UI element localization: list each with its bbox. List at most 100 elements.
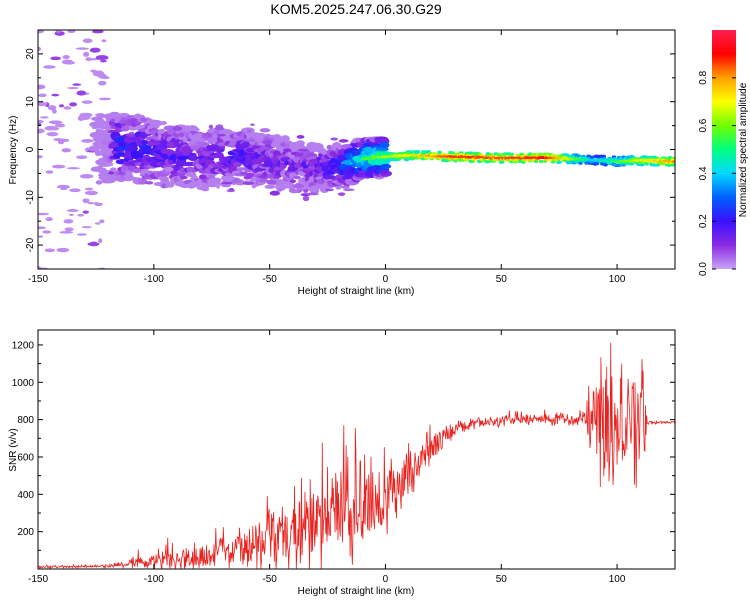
- noise-blob: [83, 52, 89, 57]
- noise-blob: [83, 211, 89, 214]
- noise-blob: [325, 188, 334, 191]
- noise-blob: [214, 126, 224, 130]
- noise-blob: [92, 30, 104, 33]
- noise-blob: [327, 181, 332, 184]
- noise-blob: [121, 127, 130, 132]
- noise-blob: [76, 90, 86, 95]
- spectral-blob: [229, 141, 236, 147]
- noise-blob: [144, 173, 148, 178]
- noise-blob: [231, 180, 242, 184]
- noise-blob: [96, 55, 109, 60]
- noise-blob: [81, 226, 91, 228]
- y-tick-label: 400: [17, 490, 34, 501]
- noise-blob: [345, 179, 350, 183]
- noise-blob: [225, 176, 234, 180]
- noise-blob: [145, 181, 153, 184]
- noise-blob: [203, 135, 208, 139]
- noise-blob: [94, 202, 99, 205]
- noise-blob: [100, 60, 107, 63]
- y-tick-label: 200: [17, 527, 34, 538]
- x-tick-label: -100: [144, 574, 164, 585]
- spectral-blob: [381, 170, 389, 174]
- colorbar-tick-label: 0.6: [698, 118, 709, 132]
- noise-blob: [132, 168, 142, 173]
- spectral-blob: [380, 164, 391, 169]
- x-tick-label: 100: [609, 274, 626, 285]
- noise-blob: [36, 102, 48, 106]
- spectral-blob: [182, 149, 193, 153]
- noise-blob: [140, 117, 148, 122]
- noise-blob: [197, 138, 202, 141]
- noise-blob: [78, 116, 84, 121]
- noise-blob: [297, 135, 305, 139]
- noise-blob: [341, 186, 350, 189]
- y-tick-label: 1000: [12, 378, 35, 389]
- noise-blob: [110, 119, 115, 122]
- noise-blob: [93, 73, 103, 76]
- noise-blob: [50, 57, 61, 61]
- x-tick-label: 50: [496, 574, 508, 585]
- x-tick-label: -150: [28, 574, 48, 585]
- noise-blob: [76, 47, 89, 50]
- noise-blob: [98, 238, 102, 243]
- noise-blob: [248, 139, 256, 142]
- y-tick-label: 20: [25, 48, 36, 60]
- snr-marks: [38, 343, 675, 569]
- noise-blob: [108, 171, 114, 174]
- spectral-blob: [502, 153, 506, 156]
- noise-blob: [63, 106, 71, 109]
- noise-blob: [82, 198, 89, 203]
- noise-blob: [173, 126, 183, 131]
- noise-blob: [34, 129, 44, 134]
- x-tick-label: 0: [383, 274, 389, 285]
- noise-blob: [298, 149, 309, 152]
- noise-blob: [176, 173, 185, 177]
- noise-blob: [129, 132, 134, 134]
- noise-blob: [201, 186, 209, 191]
- noise-blob: [99, 220, 104, 224]
- snr-series-line: [38, 343, 675, 569]
- noise-blob: [45, 248, 55, 252]
- spectral-blob: [380, 142, 389, 148]
- noise-blob: [45, 126, 58, 131]
- noise-blob: [100, 76, 110, 79]
- snr-x-ticks: -150 -100 -50 0 50 100: [28, 330, 626, 585]
- spectral-blob: [415, 150, 419, 153]
- noise-blob: [346, 145, 352, 148]
- noise-blob: [35, 213, 49, 215]
- noise-blob: [262, 140, 272, 144]
- noise-blob: [157, 134, 161, 139]
- colorbar-tick-label: 0.4: [698, 166, 709, 180]
- noise-blob: [48, 105, 57, 110]
- noise-blob: [164, 167, 173, 171]
- noise-blob: [76, 155, 87, 159]
- noise-blob: [63, 150, 68, 152]
- noise-blob: [57, 185, 67, 187]
- noise-blob: [56, 248, 69, 252]
- noise-blob: [161, 183, 166, 188]
- noise-blob: [343, 188, 355, 191]
- noise-blob: [64, 227, 73, 231]
- spectral-blob: [629, 162, 633, 165]
- noise-blob: [47, 132, 59, 136]
- figure-title: KOM5.2025.247.06.30.G29: [270, 1, 441, 17]
- noise-blob: [85, 191, 98, 196]
- noise-blob: [293, 184, 304, 189]
- noise-blob: [38, 93, 46, 97]
- x-tick-label: 100: [609, 574, 626, 585]
- ridge-core: [672, 160, 676, 163]
- noise-blob: [277, 189, 282, 192]
- noise-blob: [216, 184, 220, 189]
- noise-blob: [190, 131, 197, 134]
- x-tick-label: -50: [262, 274, 277, 285]
- noise-blob: [43, 65, 55, 68]
- noise-blob: [126, 122, 131, 126]
- noise-blob: [62, 60, 73, 65]
- spectral-blob: [576, 154, 580, 157]
- spectrogram-xlabel: Height of straight line (km): [298, 286, 415, 297]
- y-tick-label: 0: [25, 146, 36, 152]
- spectral-blob: [539, 160, 543, 163]
- y-tick-label: -20: [25, 237, 36, 252]
- noise-blob: [55, 124, 65, 128]
- noise-blob: [77, 233, 87, 235]
